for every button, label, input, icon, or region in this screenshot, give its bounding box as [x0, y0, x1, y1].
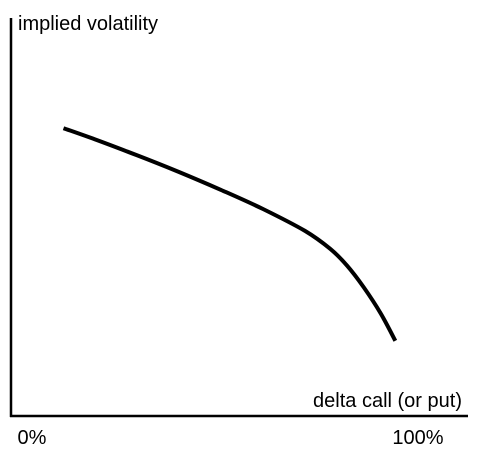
x-axis-label: delta call (or put)	[313, 390, 462, 412]
x-tick-labels: 0% 100%	[18, 427, 444, 449]
y-axis-label: implied volatility	[18, 13, 158, 35]
series-line	[62, 126, 398, 342]
x-tick-label: 0%	[18, 427, 47, 449]
x-tick-label: 100%	[392, 427, 443, 449]
